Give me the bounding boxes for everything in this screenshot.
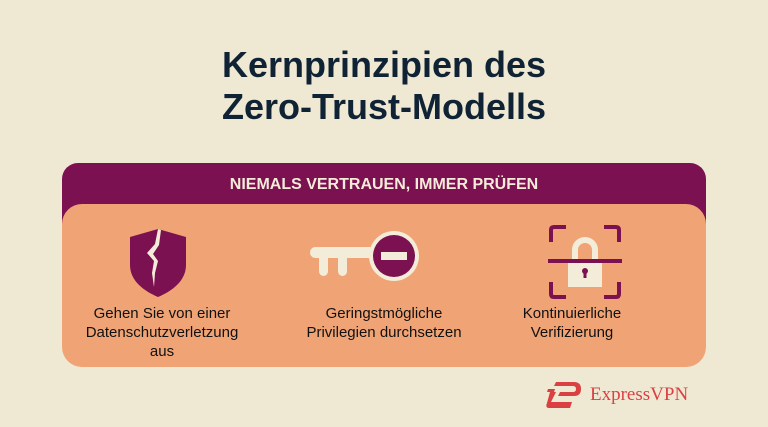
label-line: Datenschutzverletzung bbox=[85, 324, 239, 341]
broken-shield-icon bbox=[130, 229, 186, 297]
label-line: Gehen Sie von einer bbox=[93, 305, 231, 322]
brand-name: ExpressVPN bbox=[590, 384, 689, 405]
label-line: Kontinuierliche bbox=[522, 305, 622, 322]
label-line: Privilegien durchsetzen bbox=[306, 324, 462, 341]
banner-heading: NIEMALS VERTRAUEN, IMMER PRÜFEN bbox=[229, 176, 539, 193]
principle-label-privilege: Geringstmögliche Privilegien durchsetzen bbox=[274, 304, 494, 342]
principle-label-breach: Gehen Sie von einer Datenschutzverletzun… bbox=[52, 304, 272, 361]
expressvpn-logo-icon bbox=[546, 382, 581, 408]
expressvpn-logo: ExpressVPN bbox=[546, 380, 688, 410]
lock-scan-icon bbox=[548, 225, 622, 299]
page-title: Kernprinzipien des Zero-Trust-Modells bbox=[0, 44, 768, 128]
label-line: Geringstmögliche bbox=[325, 305, 443, 322]
label-line: Verifizierung bbox=[530, 324, 614, 341]
title-line-1: Kernprinzipien des bbox=[221, 44, 547, 85]
label-line: aus bbox=[149, 343, 175, 360]
title-line-2: Zero-Trust-Modells bbox=[221, 86, 547, 127]
key-minus-icon bbox=[310, 231, 419, 281]
principle-label-verification: Kontinuierliche Verifizierung bbox=[462, 304, 682, 342]
